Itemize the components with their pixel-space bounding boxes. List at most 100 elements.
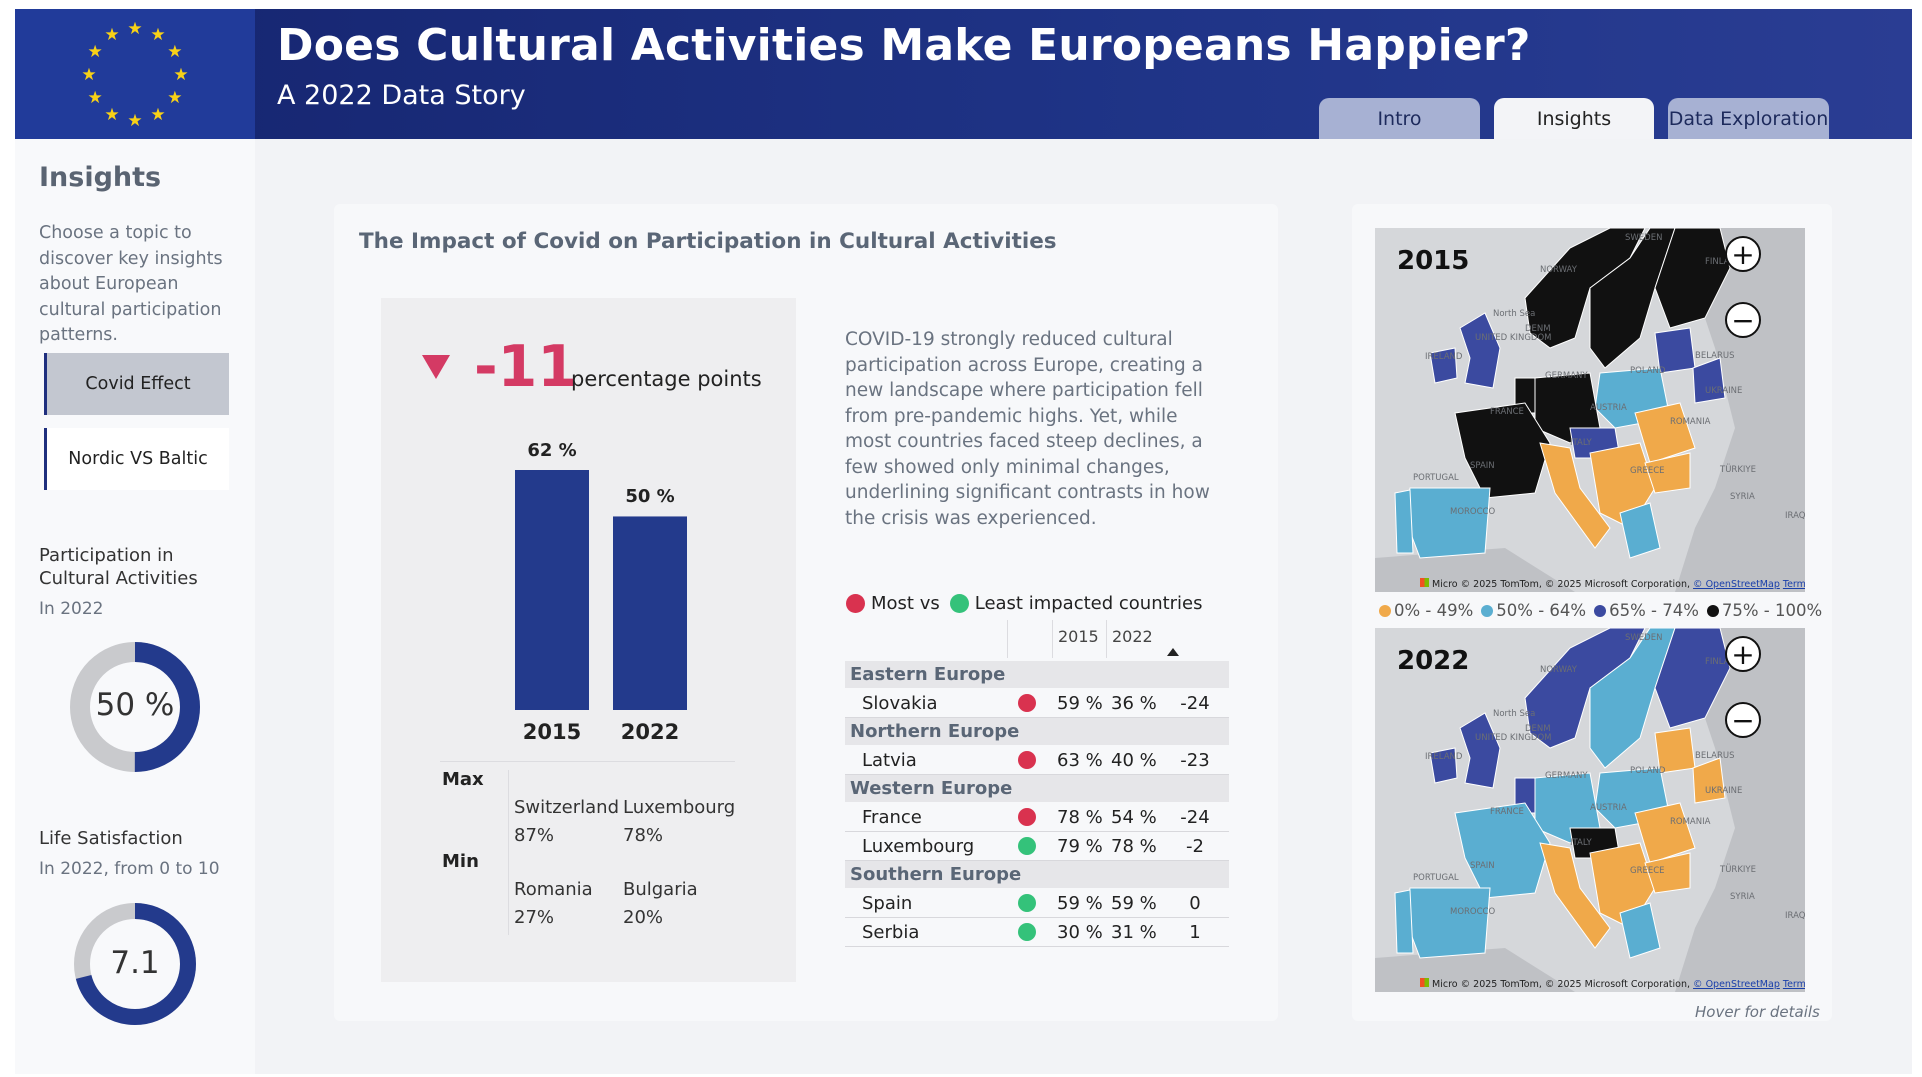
map-label: POLAND: [1630, 366, 1666, 376]
page-title: Does Cultural Activities Make Europeans …: [277, 20, 1531, 71]
map-label: SYRIA: [1730, 892, 1755, 902]
table-row[interactable]: Spain 59 % 59 % 0: [845, 889, 1229, 918]
participation-label: Participation in Cultural Activities: [39, 545, 198, 589]
country-spain[interactable]: [1404, 887, 1491, 959]
country-baltic-east[interactable]: [1692, 757, 1726, 804]
row-value-2022: 31 %: [1111, 922, 1157, 943]
bar-2015[interactable]: [515, 470, 589, 710]
microsoft-logo-icon: [1420, 978, 1429, 987]
country-romania[interactable]: [1634, 402, 1696, 464]
row-difference: 0: [1189, 893, 1201, 914]
zoom-out-button[interactable]: −: [1725, 702, 1761, 738]
zoom-out-button[interactable]: −: [1725, 302, 1761, 338]
life-satisfaction-sub: In 2022, from 0 to 10: [39, 859, 220, 879]
map-legend-item: 50% - 64%: [1481, 601, 1586, 620]
sort-ascending-icon[interactable]: [1167, 648, 1179, 656]
bar-2022[interactable]: [613, 516, 687, 710]
country-france[interactable]: [1454, 802, 1551, 899]
map-2015[interactable]: SWEDEN FINLAND NORWAY North Sea DENM UNITED K…: [1375, 228, 1805, 592]
map-label: BELARUS: [1695, 751, 1734, 761]
country-baltic-east[interactable]: [1692, 357, 1726, 404]
covid-card-title: The Impact of Covid on Participation in …: [359, 229, 1057, 254]
legend-label: 65% - 74%: [1609, 601, 1699, 620]
map-label: ITALY: [1570, 838, 1592, 848]
country-spain[interactable]: [1404, 487, 1491, 559]
country-portugal[interactable]: [1394, 889, 1414, 954]
country-finland[interactable]: [1654, 228, 1731, 329]
country-bulgaria[interactable]: [1644, 852, 1691, 894]
tab-data-exploration[interactable]: Data Exploration: [1668, 98, 1829, 139]
row-value-2015: 30 %: [1057, 922, 1103, 943]
legend-dot-icon: [1481, 604, 1494, 617]
country-bulgaria[interactable]: [1644, 452, 1691, 494]
osm-link[interactable]: © OpenStreetMap: [1693, 979, 1780, 990]
landmass: [1375, 228, 1805, 592]
map-label: AUSTRIA: [1590, 403, 1627, 413]
least-impacted-dot-icon: [1018, 837, 1036, 855]
column-divider: [1106, 620, 1107, 658]
map-legend: 0% - 49% 50% - 64% 65% - 74% 75% - 100%: [1379, 601, 1822, 620]
nordic-vs-baltic-button[interactable]: Nordic VS Baltic: [44, 428, 229, 490]
country-uk[interactable]: [1459, 712, 1501, 789]
divider: [508, 770, 509, 935]
column-divider: [1007, 620, 1008, 658]
microsoft-logo-icon: [1420, 578, 1429, 587]
map-year-label: 2022: [1397, 646, 1470, 676]
impact-legend: Most vs Least impacted countries: [846, 593, 1203, 614]
row-value-2015: 63 %: [1057, 750, 1103, 771]
star-icon: ★: [150, 25, 165, 45]
map-label: UNITED KINGDOM: [1475, 733, 1552, 743]
map-label: TÜRKIYE: [1719, 464, 1756, 475]
country-ireland[interactable]: [1429, 747, 1458, 784]
row-value-2015: 59 %: [1057, 893, 1103, 914]
star-icon: ★: [150, 105, 165, 125]
zoom-in-button[interactable]: +: [1725, 636, 1761, 672]
bar-data-label: 50 %: [625, 486, 675, 508]
landmass: [1375, 628, 1805, 992]
country-italy[interactable]: [1539, 842, 1611, 949]
column-header-2022[interactable]: 2022: [1112, 627, 1153, 646]
map-label: ITALY: [1570, 438, 1592, 448]
terms-link[interactable]: Terms: [1782, 979, 1805, 990]
country-greece[interactable]: [1619, 902, 1661, 959]
map-label: GERMANY: [1545, 371, 1588, 381]
least-impacted-dot-icon: [949, 594, 969, 613]
osm-link[interactable]: © OpenStreetMap: [1693, 579, 1780, 590]
star-icon: ★: [127, 19, 142, 39]
table-row[interactable]: Serbia 30 % 31 % 1: [845, 918, 1229, 947]
country-finland[interactable]: [1654, 628, 1731, 729]
table-row[interactable]: France 78 % 54 % -24: [845, 803, 1229, 832]
table-row[interactable]: Slovakia 59 % 36 % -24: [845, 689, 1229, 718]
zoom-in-button[interactable]: +: [1725, 236, 1761, 272]
map-label: BELARUS: [1695, 351, 1734, 361]
country-portugal[interactable]: [1394, 489, 1414, 554]
column-header-2015[interactable]: 2015: [1058, 627, 1099, 646]
participation-sub: In 2022: [39, 599, 104, 619]
table-row[interactable]: Luxembourg 79 % 78 % -2: [845, 832, 1229, 861]
country-uk[interactable]: [1459, 312, 1501, 389]
terms-link[interactable]: Terms: [1782, 579, 1805, 590]
map-label: UNITED KINGDOM: [1475, 333, 1552, 343]
table-row[interactable]: Latvia 63 % 40 % -23: [845, 746, 1229, 775]
participation-donut: [70, 642, 200, 772]
country-italy[interactable]: [1539, 442, 1611, 549]
country-greece[interactable]: [1619, 502, 1661, 559]
max-country-2: Luxembourg 78%: [623, 797, 736, 846]
map-label: UKRAINE: [1705, 386, 1742, 396]
tab-insights[interactable]: Insights: [1494, 98, 1654, 139]
map-label: DENM: [1525, 724, 1551, 734]
map-label: POLAND: [1630, 766, 1666, 776]
life-satisfaction-label: Life Satisfaction: [39, 828, 183, 849]
map-2022[interactable]: SWEDEN FINLAND NORWAY North Sea DENM UNITED K…: [1375, 628, 1805, 992]
country-ireland[interactable]: [1429, 347, 1458, 384]
covid-effect-button[interactable]: Covid Effect: [44, 353, 229, 415]
row-value-2015: 59 %: [1057, 693, 1103, 714]
map-attribution: Micro © 2025 TomTom, © 2025 Microsoft Co…: [1420, 978, 1805, 990]
country-france[interactable]: [1454, 402, 1551, 499]
tab-intro[interactable]: Intro: [1319, 98, 1480, 139]
country-romania[interactable]: [1634, 802, 1696, 864]
row-country: Luxembourg: [862, 836, 975, 857]
map-label: AUSTRIA: [1590, 803, 1627, 813]
